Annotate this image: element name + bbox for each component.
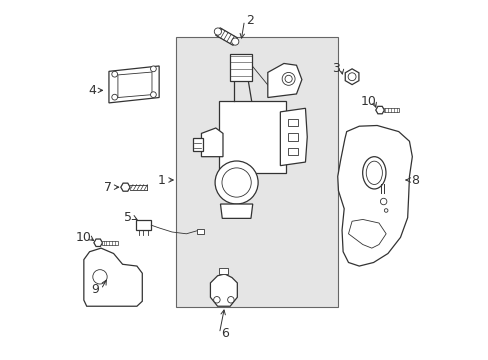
Circle shape xyxy=(222,168,251,197)
Polygon shape xyxy=(121,183,130,191)
Text: 6: 6 xyxy=(221,327,228,340)
Polygon shape xyxy=(201,128,223,157)
Bar xyxy=(219,101,285,173)
Polygon shape xyxy=(348,220,386,248)
Bar xyxy=(102,240,117,245)
Circle shape xyxy=(112,94,117,100)
Circle shape xyxy=(150,66,156,72)
Circle shape xyxy=(384,209,387,212)
Text: 1: 1 xyxy=(158,174,165,186)
Polygon shape xyxy=(83,248,142,306)
Polygon shape xyxy=(267,63,301,98)
Polygon shape xyxy=(220,204,252,219)
Text: 3: 3 xyxy=(331,62,339,75)
Circle shape xyxy=(285,75,292,82)
Polygon shape xyxy=(337,126,411,266)
Bar xyxy=(215,28,237,45)
Polygon shape xyxy=(94,239,102,247)
Text: 10: 10 xyxy=(360,95,375,108)
Text: 9: 9 xyxy=(92,283,100,296)
Ellipse shape xyxy=(362,157,385,189)
Text: 10: 10 xyxy=(76,231,92,244)
Bar xyxy=(176,37,337,307)
Circle shape xyxy=(213,297,220,303)
Circle shape xyxy=(380,198,386,205)
Circle shape xyxy=(112,71,117,77)
Circle shape xyxy=(227,297,234,303)
Text: 7: 7 xyxy=(104,181,112,194)
Bar xyxy=(197,229,203,234)
Circle shape xyxy=(347,73,355,81)
Circle shape xyxy=(231,38,238,45)
Text: 5: 5 xyxy=(123,211,132,224)
Bar xyxy=(384,108,399,112)
Polygon shape xyxy=(345,69,358,85)
Polygon shape xyxy=(280,108,306,166)
Polygon shape xyxy=(109,66,159,103)
Bar xyxy=(136,220,151,230)
Bar xyxy=(287,134,298,140)
Bar xyxy=(230,54,251,81)
Text: 8: 8 xyxy=(410,174,418,186)
Text: 2: 2 xyxy=(245,14,253,27)
Polygon shape xyxy=(210,274,237,306)
Polygon shape xyxy=(118,72,152,98)
Ellipse shape xyxy=(366,161,382,184)
Text: 4: 4 xyxy=(88,84,96,97)
Bar xyxy=(192,138,203,151)
Circle shape xyxy=(282,72,294,85)
Circle shape xyxy=(150,92,156,98)
Bar xyxy=(287,119,298,126)
Circle shape xyxy=(215,161,258,204)
Circle shape xyxy=(93,270,107,284)
Polygon shape xyxy=(375,106,384,114)
Bar xyxy=(287,148,298,155)
Circle shape xyxy=(214,28,221,35)
Bar xyxy=(219,267,228,274)
